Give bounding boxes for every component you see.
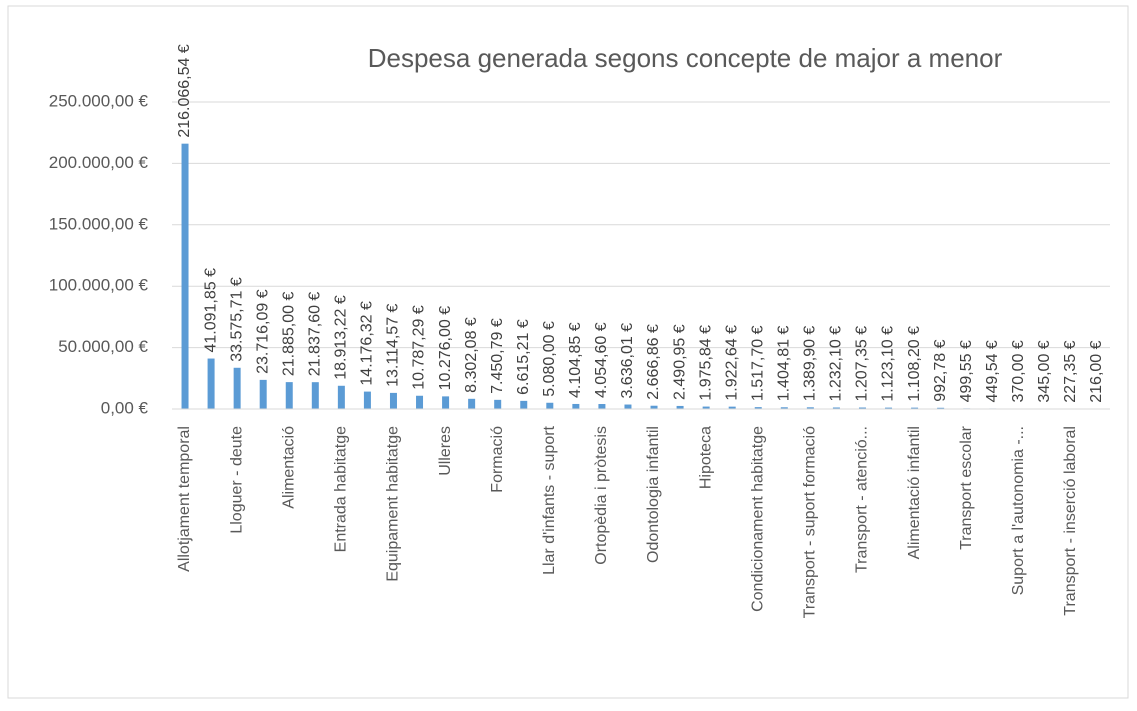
value-label: 2.490,95 €: [671, 324, 688, 400]
x-tick-label: Alimentació infantil: [906, 426, 923, 559]
bar: [780, 407, 788, 409]
chart-title: Despesa generada segons concepte de majo…: [368, 43, 1003, 73]
chart-border: [7, 5, 1129, 699]
value-label: 14.176,32 €: [359, 301, 376, 386]
bar: [885, 407, 893, 409]
x-tick-label: Allotjament temporal: [176, 426, 193, 572]
value-label: 1.108,20 €: [906, 326, 923, 402]
x-tick-label: Entrada habitatge: [333, 426, 350, 552]
bar: [832, 407, 840, 409]
x-tick-label: Formació: [489, 426, 506, 493]
bar: [259, 379, 267, 409]
value-label: 7.450,79 €: [489, 318, 506, 394]
value-label: 18.913,22 €: [333, 295, 350, 380]
x-tick-label: Equipament habitatge: [385, 426, 402, 582]
x-tick-label: Alimentació: [280, 426, 297, 509]
value-label: 370,00 €: [1010, 340, 1027, 402]
x-tick-label: Odontologia infantil: [645, 426, 662, 563]
bar: [520, 400, 528, 409]
value-label: 10.787,29 €: [411, 305, 428, 390]
x-tick-label: Ulleres: [437, 426, 454, 476]
value-label: 1.207,35 €: [854, 326, 871, 402]
bar: [494, 399, 502, 409]
bar: [911, 407, 919, 409]
value-label: 21.885,00 €: [280, 292, 297, 377]
value-label: 8.302,08 €: [463, 317, 480, 393]
x-tick-label: Lloguer - deute: [228, 426, 245, 534]
value-label: 33.575,71 €: [228, 277, 245, 362]
bar: [181, 143, 189, 409]
value-label: 2.666,86 €: [645, 324, 662, 400]
bar: [598, 404, 606, 409]
y-tick-label: 250.000,00 €: [49, 91, 149, 110]
value-label: 216.066,54 €: [176, 44, 193, 138]
value-label: 10.276,00 €: [437, 306, 454, 391]
x-tick-label: Transport - atenció...: [854, 426, 871, 573]
bar: [233, 367, 241, 409]
value-label: 499,55 €: [958, 340, 975, 402]
value-label: 345,00 €: [1036, 340, 1053, 402]
bar: [546, 402, 554, 409]
bar: [572, 403, 580, 409]
value-label: 6.615,21 €: [515, 319, 532, 395]
x-tick-label: Suport a l'autonomia -...: [1010, 426, 1027, 595]
x-tick-label: Transport - suport formació: [802, 426, 819, 618]
x-tick-label: Ortopèdia i pròtesis: [593, 426, 610, 565]
bar: [285, 382, 293, 409]
y-tick-label: 0,00 €: [101, 398, 149, 417]
x-tick-label: Transport - inserció laboral: [1062, 426, 1079, 616]
value-label: 5.080,00 €: [541, 321, 558, 397]
value-label: 1.232,10 €: [828, 326, 845, 402]
value-label: 1.404,81 €: [776, 326, 793, 402]
y-tick-label: 100.000,00 €: [49, 276, 149, 295]
x-tick-label: Condicionament habitatge: [749, 426, 766, 612]
value-label: 1.389,90 €: [802, 326, 819, 402]
x-tick-label: Llar d'infants - suport: [541, 425, 558, 574]
value-label: 3.636,01 €: [619, 323, 636, 399]
value-label: 4.104,85 €: [567, 322, 584, 398]
bar: [937, 407, 945, 409]
value-label: 227,35 €: [1062, 340, 1079, 402]
value-label: 992,78 €: [932, 339, 949, 401]
value-label: 4.054,60 €: [593, 322, 610, 398]
value-label: 449,54 €: [984, 340, 1001, 402]
bar: [311, 382, 319, 409]
x-tick-label: Hipoteca: [697, 426, 714, 489]
value-label: 13.114,57 €: [385, 303, 402, 386]
value-label: 41.091,85 €: [202, 268, 219, 353]
bar: [728, 406, 736, 409]
bar: [702, 406, 710, 409]
bar: [858, 407, 866, 409]
bar: [676, 405, 684, 409]
y-tick-label: 150.000,00 €: [49, 214, 149, 233]
bar: [806, 407, 814, 409]
value-label: 1.123,10 €: [880, 326, 897, 402]
bar: [754, 407, 762, 409]
value-label: 1.922,64 €: [723, 325, 740, 401]
x-tick-label: Transport escolar: [958, 425, 975, 550]
bar: [416, 395, 424, 409]
value-label: 21.837,60 €: [307, 292, 324, 377]
bar: [389, 392, 397, 409]
bar: [363, 391, 371, 409]
value-label: 1.517,70 €: [749, 325, 766, 401]
value-label: 23.716,09 €: [254, 289, 271, 374]
y-tick-label: 50.000,00 €: [58, 337, 148, 356]
bar: [207, 358, 215, 409]
bar: [650, 405, 658, 409]
value-label: 1.975,84 €: [697, 325, 714, 401]
bar: [624, 404, 632, 409]
bar: [442, 396, 450, 409]
bar: [337, 385, 345, 409]
y-tick-label: 200.000,00 €: [49, 153, 149, 172]
bar: [468, 398, 476, 409]
value-label: 216,00 €: [1088, 340, 1105, 402]
